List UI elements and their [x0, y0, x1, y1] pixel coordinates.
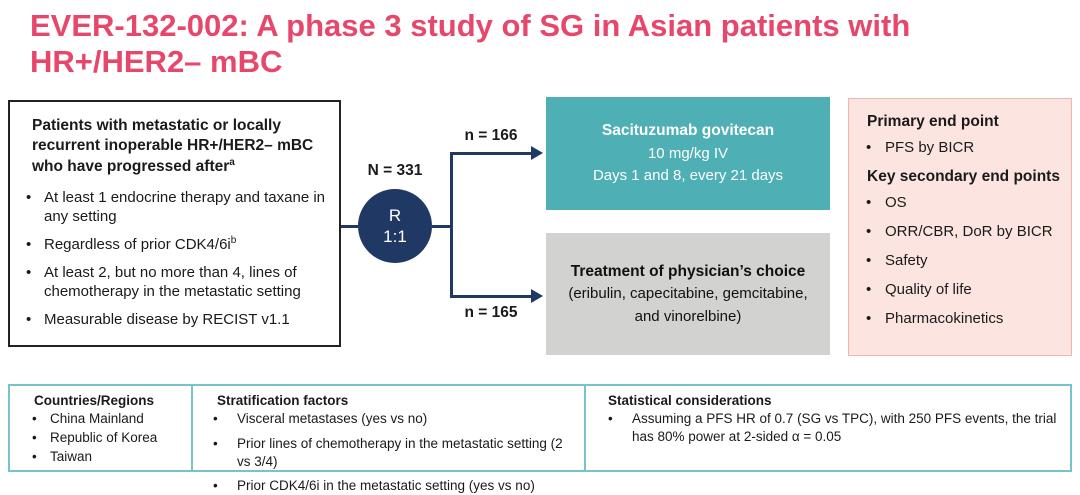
study-details-table: Countries/Regions China Mainland Republi…	[8, 384, 1072, 495]
tpc-arm-drugs: (eribulin, capecitabine, gemcitabine, an…	[568, 285, 808, 325]
patients-bullet: Regardless of prior CDK4/6ib	[20, 235, 329, 254]
randomization-circle: R 1:1	[358, 189, 432, 263]
stratification-item: Prior lines of chemotherapy in the metas…	[201, 435, 576, 471]
sg-arm-title: Sacituzumab govitecan	[601, 122, 775, 140]
stratification-item: Prior CDK4/6i in the metastatic setting …	[201, 477, 576, 495]
page-title: EVER-132-002: A phase 3 study of SG in A…	[30, 8, 1010, 80]
secondary-endpoint-list: OS ORR/CBR, DoR by BICR Safety Quality o…	[859, 194, 1063, 328]
endpoints-box: Primary end point PFS by BICR Key second…	[848, 98, 1072, 356]
primary-endpoint-item: PFS by BICR	[859, 139, 1063, 157]
primary-endpoint-list: PFS by BICR	[859, 139, 1063, 157]
statistics-header: Statistical considerations	[608, 393, 772, 408]
statistics-column: Statistical considerations Assuming a PF…	[586, 386, 1070, 470]
stratification-item: Visceral metastases (yes vs no)	[201, 410, 576, 428]
secondary-endpoint-item: ORR/CBR, DoR by BICR	[859, 223, 1063, 241]
patients-heading: Patients with metastatic or locally recu…	[32, 116, 329, 178]
total-n-label: N = 331	[367, 162, 423, 179]
secondary-endpoint-item: Quality of life	[859, 281, 1063, 299]
primary-endpoint-heading: Primary end point	[867, 113, 999, 130]
country-item: Taiwan	[18, 448, 183, 466]
patients-bullet: At least 1 endocrine therapy and taxane …	[20, 188, 329, 226]
patients-heading-text: Patients with metastatic or locally recu…	[32, 117, 314, 176]
page-title-line2: HR+/HER2– mBC	[30, 43, 283, 79]
tpc-arm-title: Treatment of physician’s choice	[570, 262, 806, 280]
arm1-n-label: n = 166	[464, 127, 518, 144]
patients-bullet: Measurable disease by RECIST v1.1	[20, 310, 329, 329]
arm2-n-label: n = 165	[464, 304, 518, 321]
page-title-line1: EVER-132-002: A phase 3 study of SG in A…	[30, 8, 911, 43]
statistics-item: Assuming a PFS HR of 0.7 (SG vs TPC), wi…	[594, 410, 1062, 446]
patients-bullet-list: At least 1 endocrine therapy and taxane …	[20, 188, 329, 329]
slide-background: { "title": { "line1": "EVER-132-002: A p…	[0, 0, 1080, 478]
stratification-header: Stratification factors	[216, 393, 349, 408]
randomization-r: R	[388, 205, 402, 225]
connector-branch-vertical	[450, 152, 453, 298]
statistics-list: Assuming a PFS HR of 0.7 (SG vs TPC), wi…	[594, 410, 1062, 446]
countries-list: China Mainland Republic of Korea Taiwan	[18, 410, 183, 465]
country-item: China Mainland	[18, 410, 183, 428]
patients-eligibility-box: Patients with metastatic or locally recu…	[8, 100, 341, 347]
secondary-endpoint-item: Safety	[859, 252, 1063, 270]
stratification-list: Visceral metastases (yes vs no) Prior li…	[201, 410, 576, 495]
patients-heading-footnote: a	[229, 157, 235, 169]
arrow-line-bottom	[450, 295, 531, 298]
secondary-endpoint-item: OS	[859, 194, 1063, 212]
countries-header: Countries/Regions	[34, 393, 155, 408]
randomization-ratio: 1:1	[383, 227, 407, 246]
tpc-arm-box: Treatment of physician’s choice (eribuli…	[546, 233, 830, 355]
secondary-endpoint-heading: Key secondary end points	[867, 168, 1060, 185]
secondary-endpoint-item: Pharmacokinetics	[859, 310, 1063, 328]
country-item: Republic of Korea	[18, 429, 183, 447]
connector-line-left	[341, 225, 358, 228]
arrow-head-top-icon	[531, 146, 543, 160]
arrow-head-bottom-icon	[531, 289, 543, 303]
sg-arm-dose: 10 mg/kg IV	[647, 144, 729, 162]
patients-bullet: At least 2, but no more than 4, lines of…	[20, 263, 329, 301]
connector-line-right	[432, 225, 450, 228]
stratification-column: Stratification factors Visceral metastas…	[193, 386, 586, 495]
countries-column: Countries/Regions China Mainland Republi…	[10, 386, 193, 470]
sg-arm-schedule: Days 1 and 8, every 21 days	[592, 167, 784, 185]
sg-arm-box: Sacituzumab govitecan 10 mg/kg IV Days 1…	[546, 97, 830, 210]
arrow-line-top	[450, 152, 531, 155]
